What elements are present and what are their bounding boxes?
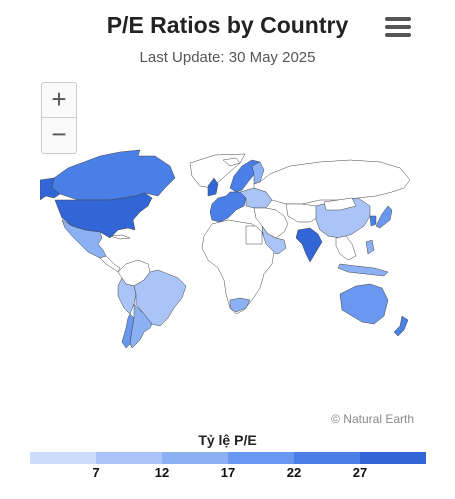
country-peru[interactable]: [117, 277, 137, 315]
legend-color-scale: [30, 452, 426, 464]
legend-ticks: 7 12 17 22 27: [0, 465, 455, 481]
legend-swatch-6: [360, 452, 426, 464]
country-new-zealand[interactable]: [393, 315, 409, 337]
legend-tick: 27: [352, 465, 368, 480]
page-title: P/E Ratios by Country: [106, 12, 349, 38]
country-india[interactable]: [295, 227, 323, 263]
legend-swatch-3: [162, 452, 228, 464]
legend-tick: 22: [286, 465, 302, 480]
country-usa-alaska[interactable]: [40, 177, 61, 201]
world-map[interactable]: [40, 148, 415, 348]
country-iceland[interactable]: [222, 157, 241, 167]
region-middle-east[interactable]: [253, 207, 289, 239]
country-russia[interactable]: [253, 159, 411, 205]
legend-title: Tỷ lệ P/E: [198, 432, 257, 448]
region-western-europe[interactable]: [209, 191, 247, 223]
country-mongolia[interactable]: [323, 197, 357, 211]
zoom-control: + −: [41, 82, 77, 154]
last-update-subtitle: Last Update: 30 May 2025: [139, 49, 316, 66]
country-south-africa[interactable]: [229, 297, 251, 313]
country-egypt[interactable]: [245, 225, 263, 245]
natural-earth-credit[interactable]: © Natural Earth: [331, 412, 414, 426]
country-indonesia[interactable]: [337, 263, 389, 277]
legend-tick: 7: [92, 465, 100, 480]
country-philippines[interactable]: [365, 239, 375, 255]
legend-swatch-1: [30, 452, 96, 464]
country-japan[interactable]: [375, 205, 393, 229]
zoom-in-button[interactable]: +: [51, 84, 67, 114]
country-uk[interactable]: [207, 177, 219, 197]
hamburger-menu-icon[interactable]: [385, 17, 411, 39]
country-australia[interactable]: [339, 283, 389, 325]
legend-swatch-2: [96, 452, 162, 464]
country-south-korea[interactable]: [369, 215, 377, 227]
region-central-america[interactable]: [99, 255, 121, 273]
region-southeast-asia[interactable]: [335, 235, 357, 261]
region-central-asia[interactable]: [285, 203, 321, 223]
legend-swatch-4: [228, 452, 294, 464]
country-canada[interactable]: [51, 149, 176, 201]
zoom-out-button[interactable]: −: [42, 117, 76, 152]
legend-swatch-5: [294, 452, 360, 464]
country-mexico[interactable]: [61, 219, 107, 259]
legend-tick: 12: [154, 465, 170, 480]
country-brazil[interactable]: [133, 269, 187, 327]
country-argentina[interactable]: [129, 303, 153, 348]
legend-tick: 17: [220, 465, 236, 480]
country-cuba[interactable]: [109, 234, 131, 240]
